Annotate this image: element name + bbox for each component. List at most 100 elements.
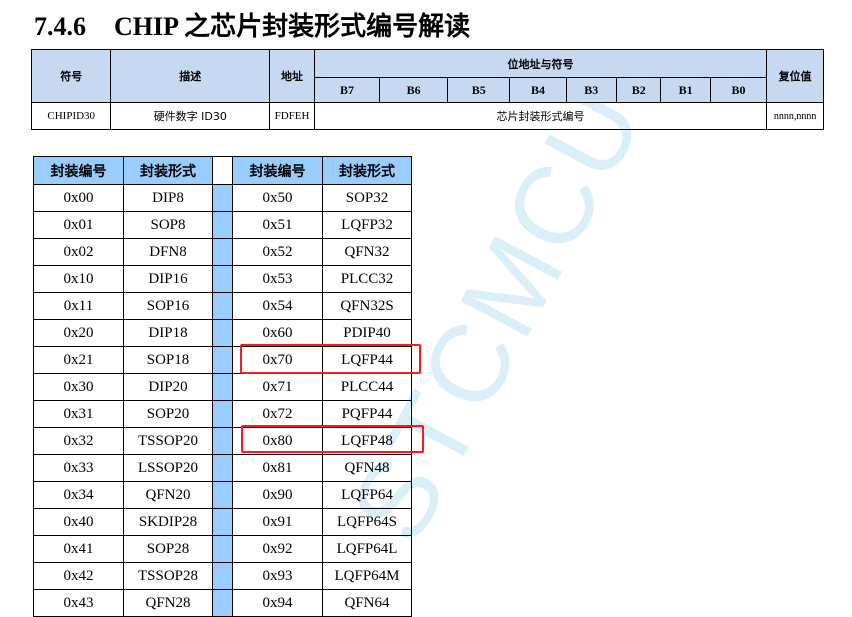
- package-code: 0x71: [232, 373, 323, 401]
- package-type: QFN32: [322, 238, 412, 266]
- column-gap: [212, 292, 233, 320]
- package-code: 0x54: [232, 292, 323, 320]
- package-type: DIP8: [123, 184, 213, 212]
- section-title: 7.4.6 CHIP 之芯片封装形式编号解读: [34, 6, 470, 43]
- column-gap: [212, 156, 233, 185]
- header-code-1: 封装编号: [33, 156, 124, 185]
- package-type: LQFP64M: [322, 562, 412, 590]
- bit-header-b1: B1: [660, 77, 711, 103]
- table-row: 0x00 DIP8 0x50 SOP32: [33, 184, 412, 212]
- table-row: 0x11 SOP16 0x54 QFN32S: [33, 292, 412, 320]
- package-code: 0x34: [33, 481, 124, 509]
- column-gap: [212, 211, 233, 239]
- table-row: 0x33 LSSOP20 0x81 QFN48: [33, 454, 412, 482]
- bit-header-b0: B0: [709, 77, 768, 103]
- package-code: 0x91: [232, 508, 323, 536]
- package-code: 0x33: [33, 454, 124, 482]
- header-package-2: 封装形式: [322, 156, 412, 185]
- package-type: SOP32: [322, 184, 412, 212]
- register-table: 符号 描述 地址 位地址与符号 复位值 B7 B6 B5 B4 B3 B2 B1 B0 CHI…: [30, 49, 824, 130]
- table-row: 0x10 DIP16 0x53 PLCC32: [33, 265, 412, 293]
- package-code: 0x40: [33, 508, 124, 536]
- column-gap: [212, 562, 233, 590]
- package-code: 0x51: [232, 211, 323, 239]
- header-package-1: 封装形式: [123, 156, 213, 185]
- column-gap: [212, 508, 233, 536]
- package-code: 0x21: [33, 346, 124, 374]
- section-title-text: CHIP 之芯片封装形式编号解读: [114, 12, 471, 41]
- package-type: LSSOP20: [123, 454, 213, 482]
- package-type: TSSOP20: [123, 427, 213, 455]
- package-code: 0x32: [33, 427, 124, 455]
- package-type: PLCC44: [322, 373, 412, 401]
- table-row: 0x02 DFN8 0x52 QFN32: [33, 238, 412, 266]
- package-type: QFN20: [123, 481, 213, 509]
- package-type: DIP18: [123, 319, 213, 347]
- bit-header-b2: B2: [615, 77, 662, 103]
- package-type: TSSOP28: [123, 562, 213, 590]
- table-row: 0x21 SOP18 0x70 LQFP44: [33, 346, 412, 374]
- cell-address: FDFEH: [269, 102, 315, 130]
- package-code: 0x53: [232, 265, 323, 293]
- package-type: SOP18: [123, 346, 213, 374]
- package-code: 0x81: [232, 454, 323, 482]
- package-code: 0x60: [232, 319, 323, 347]
- cell-symbol: CHIPID30: [30, 102, 112, 130]
- bit-header-b5: B5: [447, 77, 511, 103]
- package-type: PQFP44: [322, 400, 412, 428]
- package-code: 0x10: [33, 265, 124, 293]
- table-row: 0x01 SOP8 0x51 LQFP32: [33, 211, 412, 239]
- package-code: 0x42: [33, 562, 124, 590]
- package-type: SOP28: [123, 535, 213, 563]
- package-type: LQFP48: [322, 427, 412, 455]
- package-code: 0x02: [33, 238, 124, 266]
- package-type: LQFP32: [322, 211, 412, 239]
- header-address: 地址: [269, 49, 315, 103]
- package-code: 0x50: [232, 184, 323, 212]
- bit-header-b6: B6: [379, 77, 449, 103]
- package-type: QFN64: [322, 589, 412, 617]
- table-row: 0x42 TSSOP28 0x93 LQFP64M: [33, 562, 412, 590]
- package-type: SKDIP28: [123, 508, 213, 536]
- package-code: 0x01: [33, 211, 124, 239]
- package-type: PLCC32: [322, 265, 412, 293]
- header-code-2: 封装编号: [232, 156, 323, 185]
- header-description: 描述: [110, 49, 271, 103]
- cell-field: 芯片封装形式编号: [313, 102, 768, 130]
- package-code: 0x30: [33, 373, 124, 401]
- package-code: 0x70: [232, 346, 323, 374]
- column-gap: [212, 400, 233, 428]
- column-gap: [212, 589, 233, 617]
- package-type: SOP8: [123, 211, 213, 239]
- package-code: 0x92: [232, 535, 323, 563]
- package-type: DIP20: [123, 373, 213, 401]
- column-gap: [212, 265, 233, 293]
- header-symbol: 符号: [30, 49, 112, 103]
- table-row: 0x30 DIP20 0x71 PLCC44: [33, 373, 412, 401]
- cell-description: 硬件数字 ID30: [110, 102, 271, 130]
- package-code: 0x52: [232, 238, 323, 266]
- column-gap: [212, 238, 233, 266]
- package-type: LQFP44: [322, 346, 412, 374]
- package-type: QFN32S: [322, 292, 412, 320]
- package-type: LQFP64L: [322, 535, 412, 563]
- package-code: 0x80: [232, 427, 323, 455]
- column-gap: [212, 346, 233, 374]
- package-code: 0x20: [33, 319, 124, 347]
- column-gap: [212, 481, 233, 509]
- column-gap: [212, 454, 233, 482]
- table-row: 0x31 SOP20 0x72 PQFP44: [33, 400, 412, 428]
- package-type: DFN8: [123, 238, 213, 266]
- package-type: QFN28: [123, 589, 213, 617]
- table-row: 0x32 TSSOP20 0x80 LQFP48: [33, 427, 412, 455]
- package-type: LQFP64S: [322, 508, 412, 536]
- package-code: 0x41: [33, 535, 124, 563]
- column-gap: [212, 535, 233, 563]
- column-gap: [212, 427, 233, 455]
- package-code: 0x31: [33, 400, 124, 428]
- header-bits: 位地址与符号: [313, 49, 768, 78]
- column-gap: [212, 184, 233, 212]
- package-type: PDIP40: [322, 319, 412, 347]
- table-row: 0x20 DIP18 0x60 PDIP40: [33, 319, 412, 347]
- package-type: SOP20: [123, 400, 213, 428]
